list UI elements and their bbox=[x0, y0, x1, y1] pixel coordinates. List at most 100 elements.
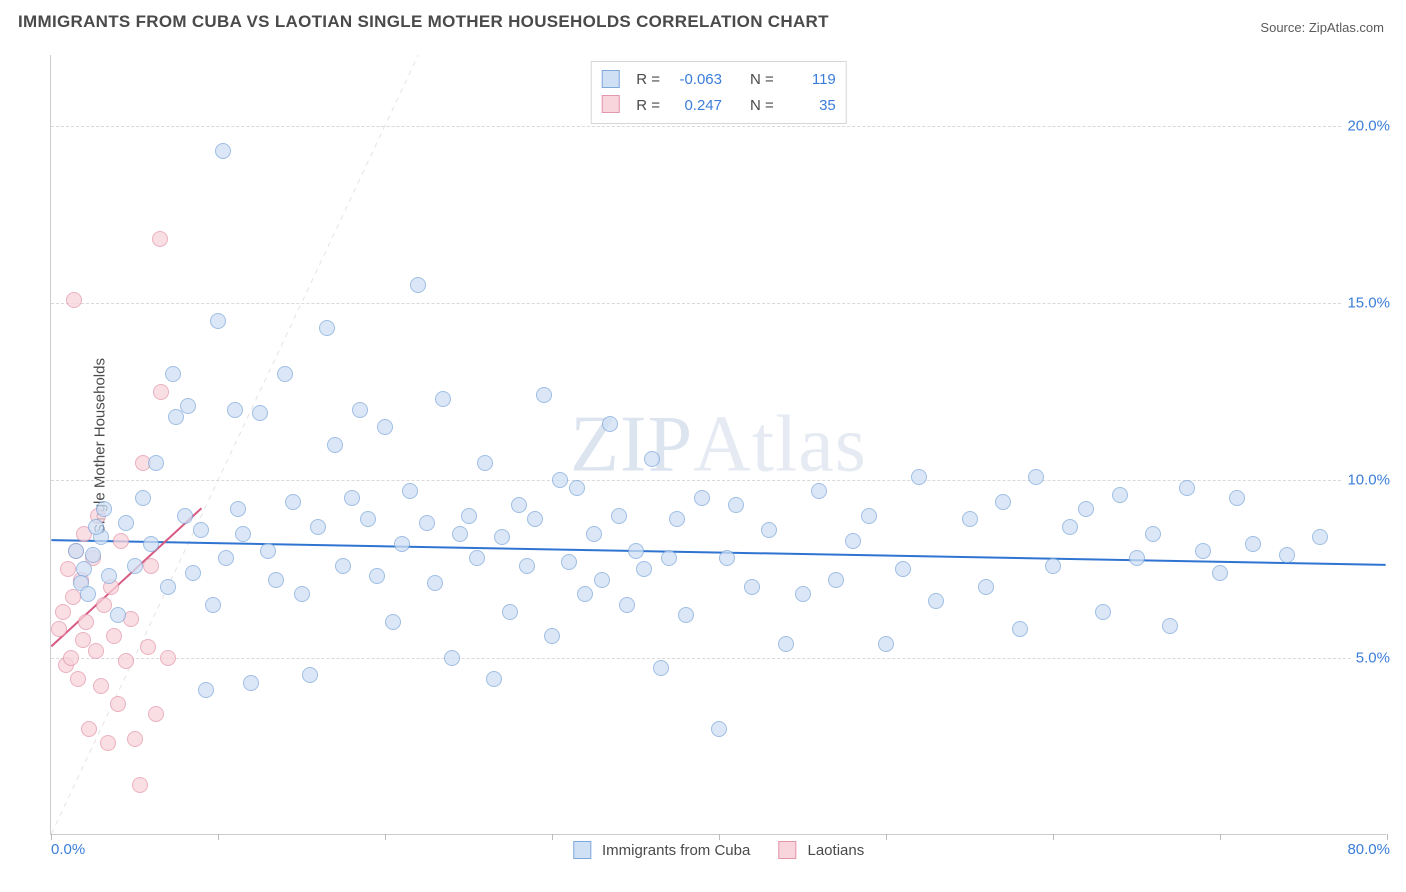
data-point bbox=[895, 561, 911, 577]
x-tick bbox=[1387, 834, 1388, 840]
data-point bbox=[205, 597, 221, 613]
data-point bbox=[277, 366, 293, 382]
data-point bbox=[811, 483, 827, 499]
data-point bbox=[110, 696, 126, 712]
data-point bbox=[118, 653, 134, 669]
data-point bbox=[110, 607, 126, 623]
y-tick-label: 20.0% bbox=[1343, 117, 1390, 134]
data-point bbox=[106, 628, 122, 644]
data-point bbox=[148, 455, 164, 471]
data-point bbox=[55, 604, 71, 620]
x-tick bbox=[218, 834, 219, 840]
data-point bbox=[63, 650, 79, 666]
data-point bbox=[51, 621, 67, 637]
data-point bbox=[153, 384, 169, 400]
watermark-zip: ZIP bbox=[570, 400, 693, 488]
data-point bbox=[118, 515, 134, 531]
data-point bbox=[185, 565, 201, 581]
data-point bbox=[519, 558, 535, 574]
data-point bbox=[100, 735, 116, 751]
y-tick-label: 5.0% bbox=[1352, 649, 1390, 666]
r-label: R = bbox=[636, 67, 660, 93]
legend-label-1: Immigrants from Cuba bbox=[602, 842, 750, 859]
data-point bbox=[878, 636, 894, 652]
data-point bbox=[96, 501, 112, 517]
legend-label-2: Laotians bbox=[808, 842, 865, 859]
source-attribution: Source: ZipAtlas.com bbox=[1260, 20, 1384, 35]
data-point bbox=[260, 543, 276, 559]
data-point bbox=[1062, 519, 1078, 535]
chart-overlay-svg bbox=[51, 55, 1386, 834]
data-point bbox=[536, 387, 552, 403]
data-point bbox=[644, 451, 660, 467]
data-point bbox=[268, 572, 284, 588]
data-point bbox=[1012, 621, 1028, 637]
data-point bbox=[352, 402, 368, 418]
legend-swatch-1 bbox=[601, 70, 619, 88]
data-point bbox=[285, 494, 301, 510]
data-point bbox=[81, 721, 97, 737]
data-point bbox=[569, 480, 585, 496]
r-value-1: -0.063 bbox=[670, 67, 722, 93]
data-point bbox=[928, 593, 944, 609]
data-point bbox=[728, 497, 744, 513]
data-point bbox=[68, 543, 84, 559]
legend-row-series-1: R = -0.063 N = 119 bbox=[601, 67, 836, 93]
data-point bbox=[653, 660, 669, 676]
data-point bbox=[93, 678, 109, 694]
data-point bbox=[962, 511, 978, 527]
data-point bbox=[135, 490, 151, 506]
gridline-h bbox=[51, 303, 1386, 304]
data-point bbox=[402, 483, 418, 499]
data-point bbox=[327, 437, 343, 453]
data-point bbox=[544, 628, 560, 644]
source-name: ZipAtlas.com bbox=[1309, 20, 1384, 35]
gridline-h bbox=[51, 658, 1386, 659]
data-point bbox=[435, 391, 451, 407]
data-point bbox=[101, 568, 117, 584]
y-tick-label: 15.0% bbox=[1343, 295, 1390, 312]
data-point bbox=[778, 636, 794, 652]
data-point bbox=[127, 731, 143, 747]
data-point bbox=[410, 277, 426, 293]
data-point bbox=[218, 550, 234, 566]
data-point bbox=[511, 497, 527, 513]
correlation-legend: R = -0.063 N = 119 R = 0.247 N = 35 bbox=[590, 61, 847, 124]
data-point bbox=[143, 536, 159, 552]
data-point bbox=[694, 490, 710, 506]
data-point bbox=[1312, 529, 1328, 545]
data-point bbox=[243, 675, 259, 691]
source-label: Source: bbox=[1260, 20, 1305, 35]
series-legend: Immigrants from Cuba Laotians bbox=[573, 842, 864, 860]
data-point bbox=[1162, 618, 1178, 634]
x-axis-max-label: 80.0% bbox=[1347, 841, 1390, 858]
data-point bbox=[369, 568, 385, 584]
data-point bbox=[661, 550, 677, 566]
data-point bbox=[1145, 526, 1161, 542]
data-point bbox=[1129, 550, 1145, 566]
data-point bbox=[602, 416, 618, 432]
data-point bbox=[1229, 490, 1245, 506]
watermark-atlas: Atlas bbox=[693, 400, 867, 488]
data-point bbox=[594, 572, 610, 588]
data-point bbox=[1045, 558, 1061, 574]
data-point bbox=[577, 586, 593, 602]
data-point bbox=[394, 536, 410, 552]
chart-title: IMMIGRANTS FROM CUBA VS LAOTIAN SINGLE M… bbox=[18, 12, 829, 32]
r-value-2: 0.247 bbox=[670, 93, 722, 119]
data-point bbox=[140, 639, 156, 655]
data-point bbox=[995, 494, 1011, 510]
data-point bbox=[235, 526, 251, 542]
data-point bbox=[127, 558, 143, 574]
data-point bbox=[80, 586, 96, 602]
y-tick-label: 10.0% bbox=[1343, 472, 1390, 489]
data-point bbox=[444, 650, 460, 666]
data-point bbox=[1245, 536, 1261, 552]
data-point bbox=[719, 550, 735, 566]
data-point bbox=[160, 650, 176, 666]
data-point bbox=[165, 366, 181, 382]
data-point bbox=[319, 320, 335, 336]
data-point bbox=[335, 558, 351, 574]
data-point bbox=[1028, 469, 1044, 485]
data-point bbox=[711, 721, 727, 737]
